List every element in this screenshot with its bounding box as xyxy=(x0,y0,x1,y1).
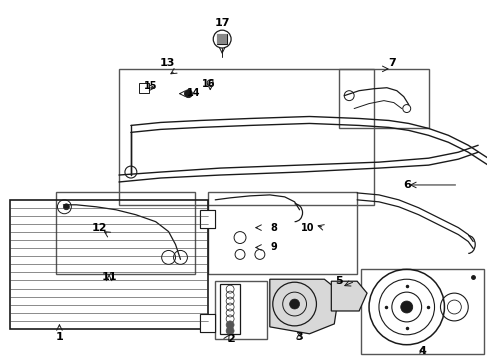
Polygon shape xyxy=(331,281,366,311)
Circle shape xyxy=(289,299,299,309)
Text: 10: 10 xyxy=(300,222,314,233)
Polygon shape xyxy=(269,279,339,334)
Bar xyxy=(200,210,215,228)
Bar xyxy=(339,69,427,129)
Bar xyxy=(200,210,215,228)
Text: 1: 1 xyxy=(56,332,63,342)
Text: 6: 6 xyxy=(402,180,410,190)
Circle shape xyxy=(225,327,234,335)
Bar xyxy=(217,34,226,44)
Bar xyxy=(200,314,215,332)
Text: 12: 12 xyxy=(91,222,107,233)
Text: 14: 14 xyxy=(186,88,200,98)
Text: 3: 3 xyxy=(295,332,303,342)
Text: 4: 4 xyxy=(418,346,426,356)
Bar xyxy=(220,284,240,334)
Bar xyxy=(56,192,195,274)
Bar xyxy=(217,34,226,44)
Text: 17: 17 xyxy=(214,18,229,28)
Text: 7: 7 xyxy=(387,58,395,68)
Circle shape xyxy=(184,90,192,98)
Bar xyxy=(200,314,215,332)
Bar xyxy=(200,314,215,332)
Bar xyxy=(119,69,373,205)
Text: 16: 16 xyxy=(201,79,215,89)
Bar xyxy=(10,200,208,329)
Bar xyxy=(200,210,215,228)
Text: 11: 11 xyxy=(101,272,117,282)
Bar xyxy=(215,281,266,339)
Bar xyxy=(360,269,483,354)
Text: 8: 8 xyxy=(270,222,277,233)
Text: 2: 2 xyxy=(227,334,235,344)
Text: 5: 5 xyxy=(335,276,343,286)
Circle shape xyxy=(225,321,234,329)
Circle shape xyxy=(400,301,412,313)
Bar xyxy=(208,192,356,274)
Circle shape xyxy=(63,204,69,210)
Text: 13: 13 xyxy=(160,58,175,68)
Text: 9: 9 xyxy=(270,243,277,252)
Text: 15: 15 xyxy=(143,81,157,91)
Bar xyxy=(139,83,148,93)
